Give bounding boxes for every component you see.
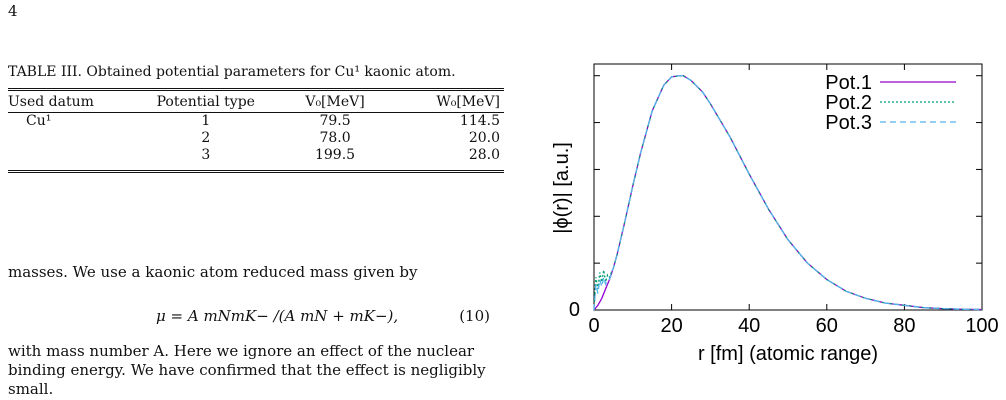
- legend-label: Pot.3: [825, 112, 872, 134]
- x-tick-label: 80: [893, 315, 915, 337]
- table-section: TABLE III. Obtained potential parameters…: [8, 64, 504, 173]
- x-tick-label: 0: [588, 315, 599, 337]
- y-axis-label: |ϕ(r)| [a.u.]: [551, 142, 573, 234]
- series-line-pot-2: [593, 75, 983, 311]
- y-axis-ticks: 0: [569, 75, 982, 321]
- series-lines: [593, 75, 983, 311]
- header-used-datum: Used datum: [8, 88, 130, 113]
- parameters-table: Used datum Potential type V₀[MeV] W₀[MeV…: [8, 88, 504, 173]
- header-v0: V₀[MeV]: [282, 88, 389, 113]
- x-axis-label: r [fm] (atomic range): [698, 343, 878, 365]
- y-tick-label: 0: [569, 299, 580, 321]
- table-cell: 2: [201, 130, 211, 146]
- equation-10: μ = A mNmK− /(A mN + mK−), (10): [8, 307, 504, 327]
- table-cell: 79.5: [319, 113, 351, 129]
- x-tick-label: 60: [816, 315, 838, 337]
- table-row: Cu¹ 1 79.5 114.5: [8, 113, 504, 131]
- table-row: 3 199.5 28.0: [8, 147, 504, 173]
- header-potential-type: Potential type: [129, 88, 282, 113]
- series-line-pot-3: [593, 75, 983, 311]
- table-row: 2 78.0 20.0: [8, 130, 504, 147]
- legend-label: Pot.1: [825, 72, 872, 94]
- table-cell: 1: [201, 113, 211, 129]
- table-header-row: Used datum Potential type V₀[MeV] W₀[MeV…: [8, 88, 504, 113]
- wavefunction-figure: 0 20 40 60 80 100 0 Pot.1 Pot.2 Pot.3 r [fm] (a…: [528, 52, 1006, 400]
- table-cell: Cu¹: [26, 113, 52, 129]
- table-cell: 3: [129, 147, 282, 173]
- x-axis-ticks: 0 20 40 60 80 100: [588, 64, 999, 337]
- legend-label: Pot.2: [825, 92, 872, 114]
- x-tick-label: 100: [965, 315, 998, 337]
- header-w0: W₀[MeV]: [388, 88, 504, 113]
- plot-frame: [593, 63, 983, 311]
- paragraph-masses: masses. We use a kaonic atom reduced mas…: [8, 263, 418, 281]
- table-cell: 78.0: [319, 130, 351, 146]
- table-cell: 20.0: [468, 130, 500, 146]
- equation-formula: μ = A mNmK− /(A mN + mK−),: [156, 307, 399, 325]
- table-cell: 199.5: [282, 147, 389, 173]
- table-cell: 114.5: [459, 113, 500, 129]
- equation-number: (10): [459, 307, 490, 325]
- table-cell: [8, 147, 130, 173]
- paragraph-mass-number: with mass number A. Here we ignore an ef…: [8, 342, 486, 398]
- x-tick-label: 20: [660, 315, 682, 337]
- table-cell: [8, 130, 130, 147]
- page-number: 4: [8, 2, 18, 20]
- x-tick-label: 40: [738, 315, 760, 337]
- table-caption: TABLE III. Obtained potential parameters…: [8, 64, 456, 80]
- table-cell: 28.0: [388, 147, 504, 173]
